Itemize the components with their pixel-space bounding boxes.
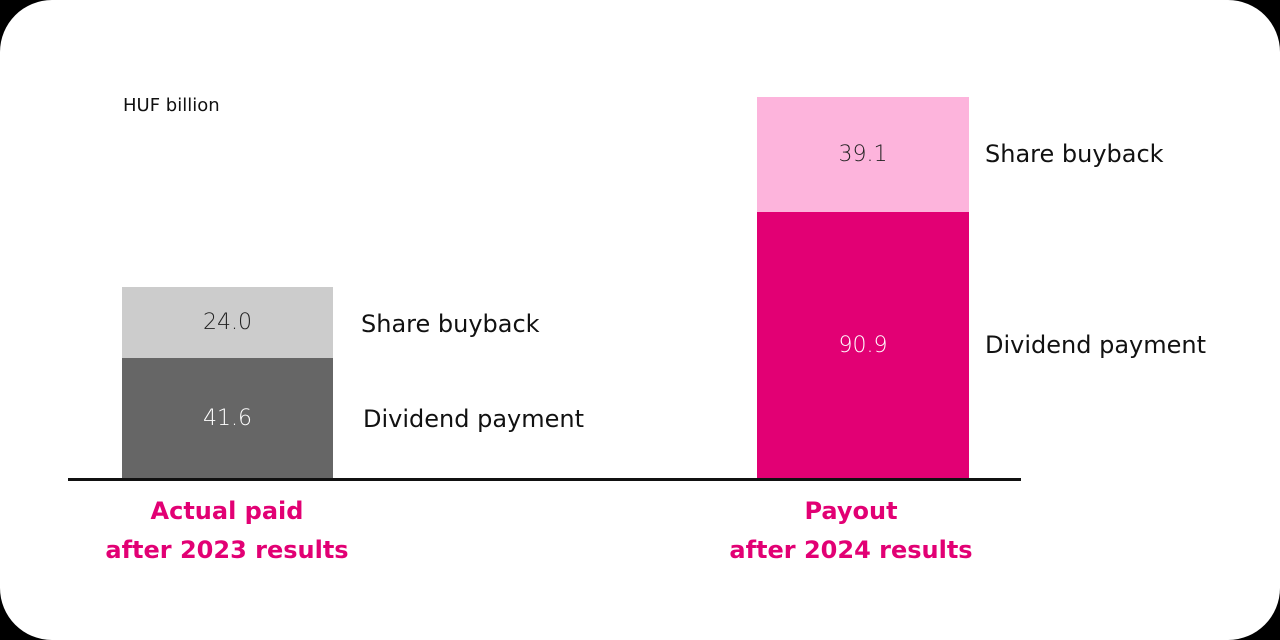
- category-2023-line2: after 2023 results: [105, 536, 349, 564]
- category-2024-line1: Payout: [804, 497, 898, 525]
- bar-2024-dividend-value: 90.9: [838, 333, 888, 358]
- category-label-2023: Actual paid after 2023 results: [47, 492, 407, 570]
- bar-2023-dividend-segment: 41.6: [122, 358, 333, 479]
- category-2023-line1: Actual paid: [150, 497, 304, 525]
- bar-2024-buyback-segment: 39.1: [757, 97, 969, 212]
- bar-2024-dividend-segment: 90.9: [757, 212, 969, 479]
- bar-2023-dividend-value: 41.6: [203, 406, 252, 431]
- bar-2024-buyback-label: Share buyback: [985, 140, 1164, 168]
- bar-2024-buyback-value: 39.1: [838, 142, 888, 167]
- bar-2024-dividend-label: Dividend payment: [985, 331, 1207, 359]
- bar-2023-buyback-segment: 24.0: [122, 287, 333, 358]
- bar-2023-dividend-label: Dividend payment: [363, 405, 585, 433]
- category-2024-line2: after 2024 results: [729, 536, 973, 564]
- bar-2023-buyback-value: 24.0: [203, 310, 252, 335]
- x-axis-line: [68, 478, 1021, 481]
- bar-2023-buyback-label: Share buyback: [361, 310, 540, 338]
- unit-label: HUF billion: [123, 95, 220, 116]
- category-label-2024: Payout after 2024 results: [671, 492, 1031, 570]
